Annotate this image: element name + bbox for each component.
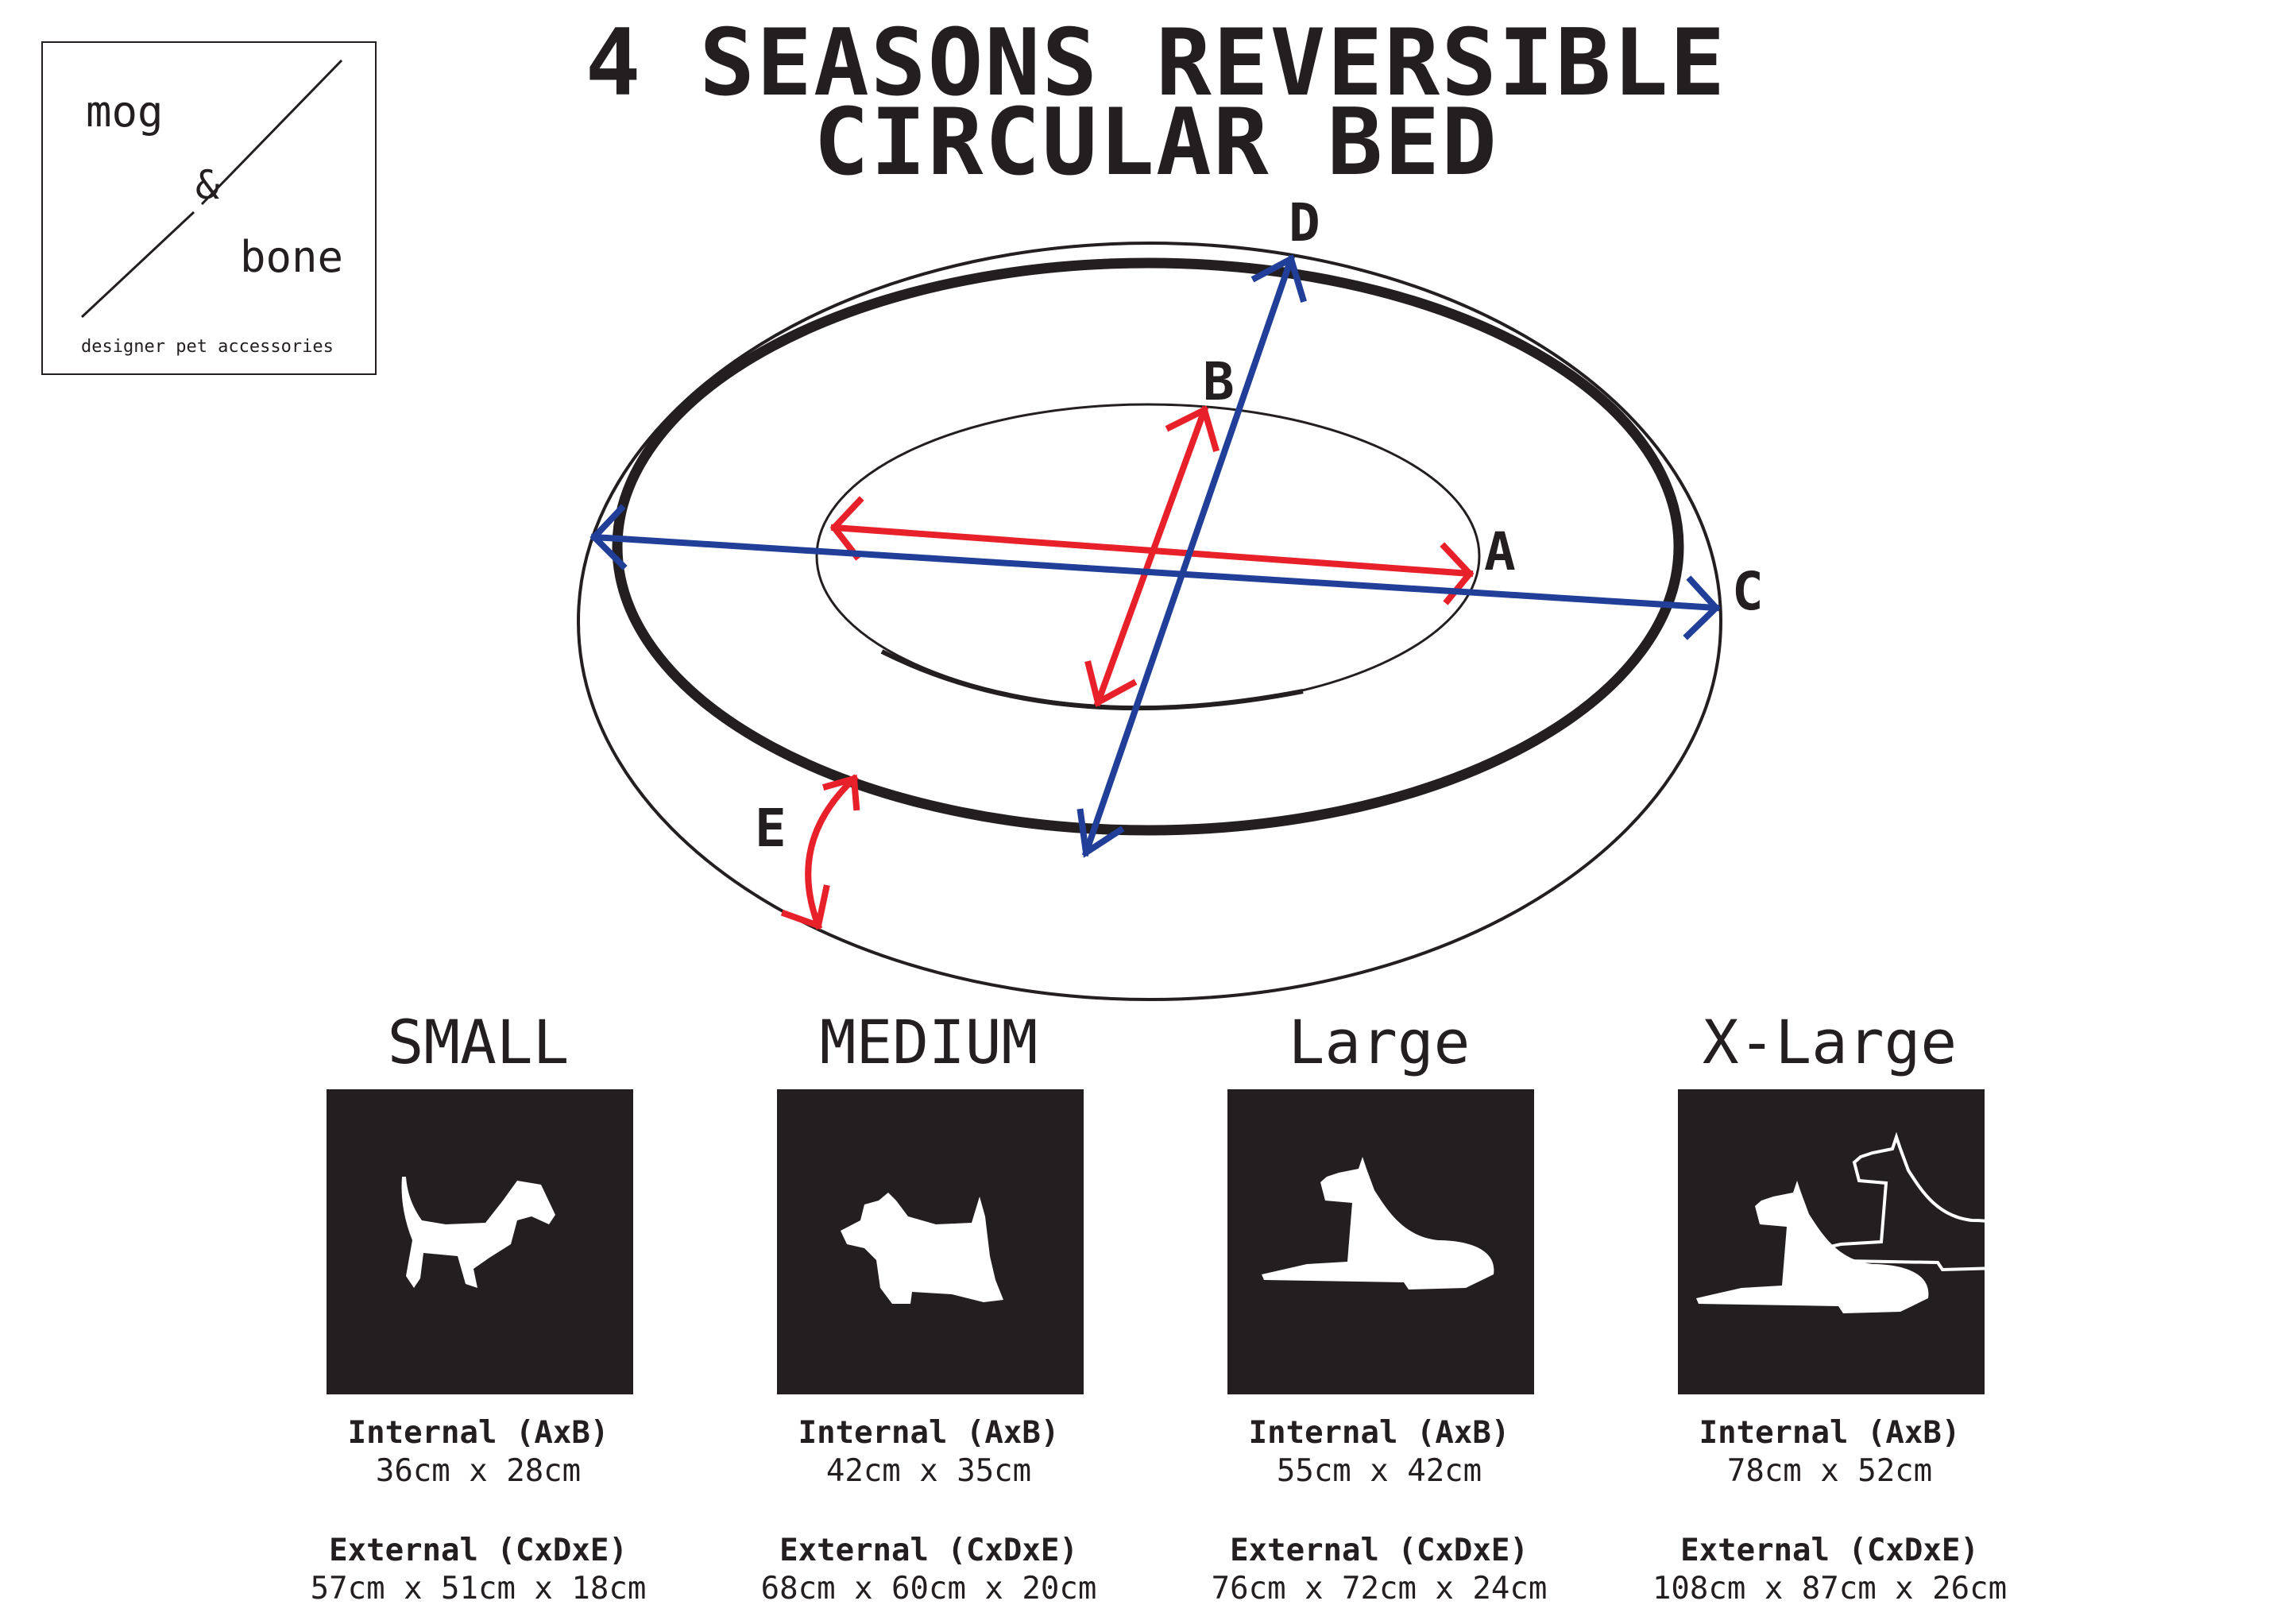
logo-tagline: designer pet accessories <box>81 337 334 357</box>
title-line-1: 4 SEASONS REVERSIBLE <box>585 10 1727 117</box>
external-label: External (CxDxE) <box>1230 1533 1529 1568</box>
external-label: External (CxDxE) <box>779 1533 1078 1568</box>
label-a: A <box>1484 521 1516 582</box>
external-dimensions: 108cm x 87cm x 26cm <box>1652 1571 2008 1607</box>
dimension-e-arrow <box>805 774 859 930</box>
scottie-icon <box>777 1089 1084 1394</box>
arrowhead-b-top <box>1165 405 1220 452</box>
inner-base-shadow <box>880 649 1304 711</box>
external-label: External (CxDxE) <box>1680 1533 1979 1568</box>
arrowhead-c-right <box>1683 575 1721 640</box>
internal-dimensions: 55cm x 42cm <box>1276 1453 1482 1489</box>
internal-dimensions: 42cm x 35cm <box>825 1453 1032 1489</box>
size-info-large: Internal (AxB) 55cm x 42cm External (CxD… <box>1157 1414 1602 1608</box>
arrowhead-d-bottom <box>1076 808 1125 858</box>
logo-ampersand: & <box>195 162 220 208</box>
dachshund-icon <box>327 1089 633 1394</box>
bed-diagram <box>577 242 1722 1001</box>
label-c: C <box>1732 561 1764 622</box>
size-heading-medium: MEDIUM <box>819 1007 1038 1077</box>
label-e: E <box>755 798 787 859</box>
bolster-rim <box>612 257 1684 836</box>
logo-bone: bone <box>240 232 344 282</box>
external-dimensions: 68cm x 60cm x 20cm <box>760 1571 1097 1607</box>
dimension-d-arrow <box>1081 254 1296 857</box>
dimension-b-arrow <box>1093 405 1209 707</box>
size-info-small: Internal (AxB) 36cm x 28cm External (CxD… <box>256 1414 701 1608</box>
internal-dimensions: 36cm x 28cm <box>375 1453 582 1489</box>
internal-dimensions: 78cm x 52cm <box>1726 1453 1933 1489</box>
label-d: D <box>1289 192 1320 253</box>
dimension-c-arrow <box>590 533 1720 612</box>
arrowhead-e-bottom <box>780 884 830 930</box>
label-b: B <box>1203 351 1235 412</box>
arrowhead-d-top <box>1250 254 1307 303</box>
arrowhead-a-left <box>829 496 864 561</box>
size-info-medium: Internal (AxB) 42cm x 35cm External (CxD… <box>706 1414 1151 1608</box>
two-great-danes-icon <box>1678 1089 1985 1394</box>
external-dimensions: 76cm x 72cm x 24cm <box>1211 1571 1548 1607</box>
internal-label: Internal (AxB) <box>1699 1415 1961 1451</box>
internal-label: Internal (AxB) <box>798 1415 1060 1451</box>
size-heading-small: SMALL <box>387 1007 570 1077</box>
arrowhead-e-top <box>822 774 860 811</box>
size-info-x-large: Internal (AxB) 78cm x 52cm External (CxD… <box>1607 1414 2052 1608</box>
arrowhead-b-bottom <box>1084 660 1138 707</box>
external-label: External (CxDxE) <box>329 1533 628 1568</box>
outer-edge <box>577 242 1722 1001</box>
logo-slash <box>80 59 343 319</box>
size-heading-large: Large <box>1288 1007 1471 1077</box>
page-title: 4 SEASONS REVERSIBLE CIRCULAR BED <box>0 10 2296 196</box>
title-line-2: CIRCULAR BED <box>813 89 1499 196</box>
brand-logo: mog & bone designer pet accessories <box>41 41 377 375</box>
internal-label: Internal (AxB) <box>1248 1415 1510 1451</box>
great-dane-icon <box>1227 1089 1534 1394</box>
logo-mog: mog <box>86 87 164 137</box>
arrowhead-c-left <box>589 504 628 570</box>
size-heading-x-large: X-Large <box>1702 1007 1958 1077</box>
external-dimensions: 57cm x 51cm x 18cm <box>310 1571 647 1607</box>
internal-label: Internal (AxB) <box>347 1415 609 1451</box>
